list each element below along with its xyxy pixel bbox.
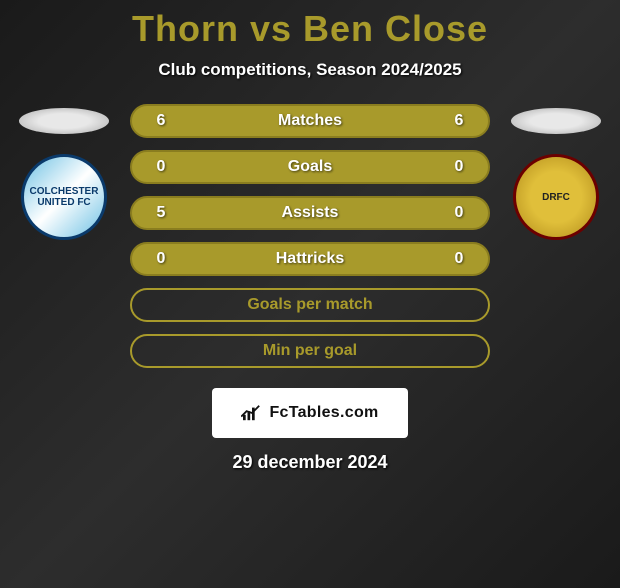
stat-left-value: 6 (146, 112, 176, 130)
right-club-badge: DRFC (513, 154, 599, 240)
chart-icon (241, 404, 263, 422)
stat-label: Assists (176, 204, 444, 222)
stat-left-value: 5 (146, 204, 176, 222)
stat-label: Goals per match (176, 296, 444, 314)
right-club-badge-label: DRFC (542, 192, 570, 203)
right-player-column: DRFC (506, 104, 606, 240)
stat-row: 5Assists0 (130, 196, 490, 230)
stat-row: Goals per match (130, 288, 490, 322)
brand-text: FcTables.com (269, 404, 378, 422)
footer-date: 29 december 2024 (0, 452, 620, 473)
stat-left-value: 0 (146, 158, 176, 176)
comparison-content: COLCHESTER UNITED FC 6Matches60Goals05As… (0, 104, 620, 368)
stat-right-value: 0 (444, 204, 474, 222)
page-title: Thorn vs Ben Close (0, 8, 620, 50)
left-player-column: COLCHESTER UNITED FC (14, 104, 114, 240)
stat-row: Min per goal (130, 334, 490, 368)
stat-label: Min per goal (176, 342, 444, 360)
brand-box: FcTables.com (212, 388, 408, 438)
left-club-badge-label: COLCHESTER UNITED FC (30, 186, 99, 208)
stat-row: 6Matches6 (130, 104, 490, 138)
stat-row: 0Hattricks0 (130, 242, 490, 276)
stat-row: 0Goals0 (130, 150, 490, 184)
stat-right-value: 0 (444, 250, 474, 268)
stat-right-value: 6 (444, 112, 474, 130)
stat-label: Matches (176, 112, 444, 130)
left-club-badge: COLCHESTER UNITED FC (21, 154, 107, 240)
right-player-silhouette (511, 108, 601, 134)
subtitle: Club competitions, Season 2024/2025 (0, 60, 620, 80)
stat-label: Hattricks (176, 250, 444, 268)
left-player-silhouette (19, 108, 109, 134)
stat-label: Goals (176, 158, 444, 176)
stats-list: 6Matches60Goals05Assists00Hattricks0Goal… (130, 104, 490, 368)
stat-left-value: 0 (146, 250, 176, 268)
stat-right-value: 0 (444, 158, 474, 176)
